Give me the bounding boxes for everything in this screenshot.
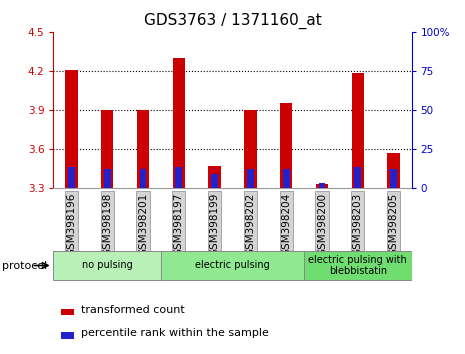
Text: GSM398198: GSM398198: [102, 193, 112, 256]
Bar: [65, 69, 78, 188]
Bar: [137, 110, 149, 188]
Bar: [354, 167, 361, 188]
Bar: [208, 166, 221, 188]
Bar: [319, 183, 326, 188]
Bar: [283, 169, 290, 188]
Text: GSM398202: GSM398202: [246, 193, 255, 256]
FancyBboxPatch shape: [304, 251, 412, 280]
Text: percentile rank within the sample: percentile rank within the sample: [81, 329, 269, 338]
Text: GSM398196: GSM398196: [66, 193, 76, 256]
Bar: [247, 169, 254, 188]
Text: no pulsing: no pulsing: [82, 261, 133, 270]
Bar: [316, 184, 328, 188]
Bar: [352, 73, 364, 188]
FancyBboxPatch shape: [161, 251, 304, 280]
Text: GSM398205: GSM398205: [389, 193, 399, 256]
Text: GSM398204: GSM398204: [281, 193, 291, 256]
Text: GSM398201: GSM398201: [138, 193, 148, 256]
Text: GSM398203: GSM398203: [353, 193, 363, 256]
Bar: [244, 110, 257, 188]
Text: GSM398199: GSM398199: [210, 193, 219, 256]
Bar: [211, 173, 218, 188]
Text: electric pulsing: electric pulsing: [195, 261, 270, 270]
Title: GDS3763 / 1371160_at: GDS3763 / 1371160_at: [144, 13, 321, 29]
Text: GSM398200: GSM398200: [317, 193, 327, 256]
Bar: [390, 169, 397, 188]
Bar: [104, 169, 111, 188]
Bar: [68, 167, 75, 188]
FancyBboxPatch shape: [53, 251, 161, 280]
Bar: [173, 58, 185, 188]
Bar: [101, 110, 113, 188]
Text: GSM398197: GSM398197: [174, 193, 184, 256]
Bar: [280, 103, 292, 188]
Text: protocol: protocol: [2, 261, 47, 271]
Bar: [60, 332, 73, 339]
Bar: [387, 153, 400, 188]
Bar: [140, 169, 146, 188]
Bar: [60, 309, 73, 315]
Text: electric pulsing with
blebbistatin: electric pulsing with blebbistatin: [308, 255, 407, 276]
Text: transformed count: transformed count: [81, 305, 185, 315]
Bar: [175, 167, 182, 188]
